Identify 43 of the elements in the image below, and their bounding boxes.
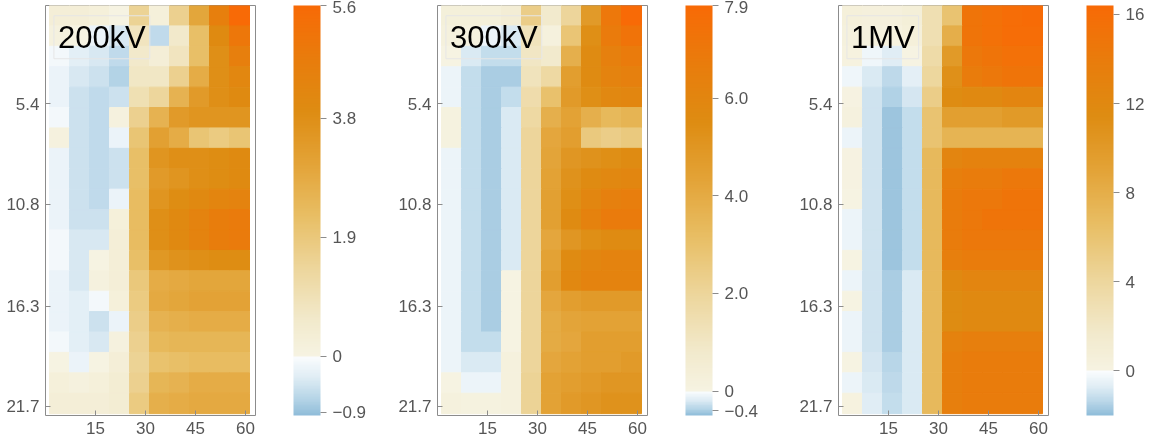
color-bar-label: −0.4	[724, 401, 759, 421]
x-tick-label: 60	[628, 418, 647, 438]
x-tick-label: 30	[929, 418, 948, 438]
x-tick-label: 15	[478, 418, 497, 438]
y-tick-label: 5.4	[808, 94, 833, 114]
y-tick-label: 16.3	[799, 297, 833, 317]
text: 1MV	[850, 19, 915, 55]
y-tick-label: 10.8	[799, 195, 833, 215]
color-bar-label: 0	[724, 382, 734, 402]
y-tick-label: 10.8	[398, 195, 432, 215]
x-tick-label: 45	[979, 418, 998, 438]
y-tick-label: 21.7	[799, 397, 833, 417]
text: 200kV	[57, 19, 147, 55]
x-tick-label: 30	[136, 418, 155, 438]
y-tick-label: 16.3	[6, 297, 40, 317]
color-bar-label: −0.9	[332, 403, 367, 423]
color-bar-label: 4.0	[724, 186, 749, 206]
x-tick-label: 30	[528, 418, 547, 438]
color-bar-label: 5.6	[332, 0, 357, 17]
y-tick-label: 5.4	[15, 94, 40, 114]
y-tick-label: 21.7	[6, 397, 40, 417]
color-bar-label: 16	[1125, 5, 1145, 25]
color-bar-label: 4	[1125, 272, 1135, 292]
x-tick-label: 15	[86, 418, 105, 438]
color-bar-label: 3.8	[332, 109, 357, 129]
x-tick-label: 60	[236, 418, 255, 438]
color-bar-label: 0	[332, 347, 342, 367]
color-bar-label: 1.9	[332, 228, 357, 248]
x-tick-label: 15	[879, 418, 898, 438]
x-tick-label: 60	[1029, 418, 1048, 438]
y-tick-label: 21.7	[398, 397, 432, 417]
y-tick-label: 10.8	[6, 195, 40, 215]
color-bar-label: 8	[1125, 183, 1135, 203]
y-tick-label: 16.3	[398, 297, 432, 317]
x-tick-label: 45	[578, 418, 597, 438]
color-bar-label: 12	[1125, 94, 1145, 114]
color-bar-label: 6.0	[724, 89, 749, 109]
color-bar-label: 2.0	[724, 284, 749, 304]
x-tick-label: 45	[186, 418, 205, 438]
color-bar-label: 0	[1125, 361, 1135, 381]
color-bar-label: 7.9	[724, 0, 749, 17]
text: 300kV	[449, 19, 539, 55]
y-tick-label: 5.4	[407, 94, 432, 114]
